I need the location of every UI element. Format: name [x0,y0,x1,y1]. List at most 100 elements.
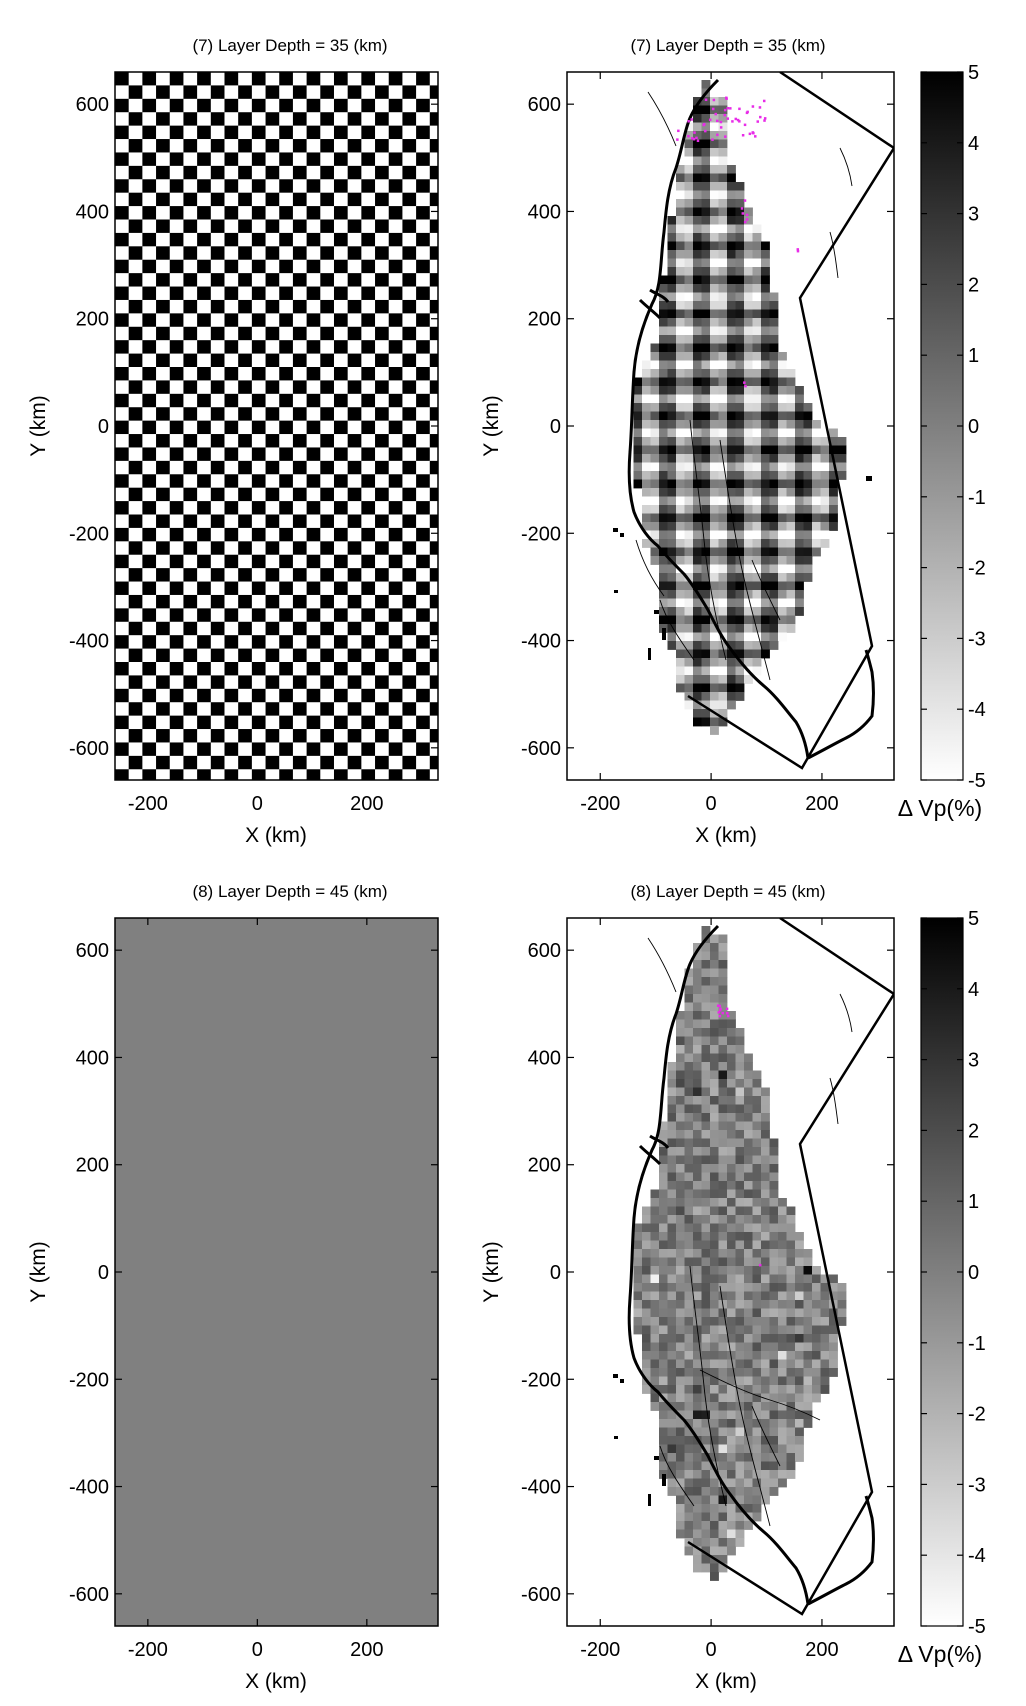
model-cell [769,1368,779,1377]
model-cell [659,1147,668,1156]
model-cell [701,683,711,693]
y-tick-label: 600 [76,940,109,962]
model-cell [752,556,762,565]
model-cell [684,1164,694,1173]
model-cell [795,590,804,599]
model-cell [718,1359,728,1369]
fault-lines [635,91,853,681]
model-cell [744,513,753,523]
model-cell [735,411,745,421]
model-cell [718,1402,728,1411]
model-cell [676,420,685,429]
checker-cell [292,299,308,314]
model-cell [761,1087,770,1097]
model-cell [693,1555,702,1564]
checker-cell [115,407,130,422]
checker-cell [156,541,171,556]
model-cell [761,505,770,514]
checker-cell [169,98,184,113]
model-cell [786,1351,796,1360]
model-cell [735,1147,745,1156]
model-cell [727,1062,736,1071]
model-cell [701,105,711,115]
checker-cell [156,434,171,448]
model-cell [718,1444,728,1454]
checker-cell [128,125,143,140]
model-cell [744,471,753,480]
checker-cell [238,568,253,582]
model-cell [659,377,668,387]
model-cell [676,479,685,489]
checker-cell [238,85,253,100]
model-cell [659,301,668,310]
checker-cell [115,755,130,770]
model-cell [718,165,728,174]
model-cell [718,1495,728,1505]
checker-cell [388,340,403,354]
checker-cell [115,393,130,408]
model-cell [769,1317,779,1326]
model-cell [667,1087,677,1097]
checker-cell [251,675,266,690]
checker-cell [402,139,417,153]
checker-cell [402,152,417,167]
checker-cell [210,85,225,100]
checker-cell [128,367,143,381]
model-cell [650,394,660,404]
model-cell [769,522,779,531]
model-cell [701,122,711,132]
checker-cell [224,353,239,368]
model-cell [718,403,728,412]
checker-cell [115,675,130,690]
checker-cell [375,299,390,314]
checker-cell [333,380,349,395]
model-cell [727,488,736,497]
model-cell [778,1240,787,1250]
model-cell [693,513,702,523]
checker-cell [416,514,431,529]
checker-cell [142,460,157,475]
model-cell [684,1215,694,1224]
model-cell [769,1215,779,1224]
checker-cell [142,206,157,220]
checker-cell [251,393,266,408]
checker-cell [320,393,335,408]
model-cell [684,148,694,157]
checker-cell [429,568,439,582]
checker-cell [183,380,198,395]
checker-cell [306,702,321,717]
model-cell [795,598,804,608]
model-cell [752,1104,762,1114]
model-cell [735,649,745,659]
model-cell [778,632,787,642]
model-cell [786,1461,796,1471]
model-cell [684,1130,694,1139]
checker-cell [197,487,212,502]
model-cell [676,1436,685,1445]
model-cell [769,1300,779,1309]
model-cell [727,1104,736,1114]
checker-cell [361,165,376,180]
checker-cell [361,460,376,475]
model-cell [710,1342,719,1352]
model-cell [769,403,779,412]
model-cell [735,1104,745,1114]
model-cell [642,1215,651,1224]
model-cell [752,649,762,659]
checker-cell [402,447,417,462]
model-cell [701,1223,711,1233]
model-cell [778,1300,787,1309]
model-cell [659,1376,668,1386]
model-cell [744,1342,753,1352]
model-cell [710,199,719,208]
y-tick-label: 400 [528,201,561,223]
checker-cell [361,487,376,502]
model-cell [642,1223,651,1233]
checker-cell [292,568,308,582]
model-cell [684,505,694,514]
model-cell [812,437,821,446]
model-cell [701,1351,711,1360]
model-cell [693,156,702,166]
model-cell [829,1342,838,1352]
checker-cell [388,165,403,180]
